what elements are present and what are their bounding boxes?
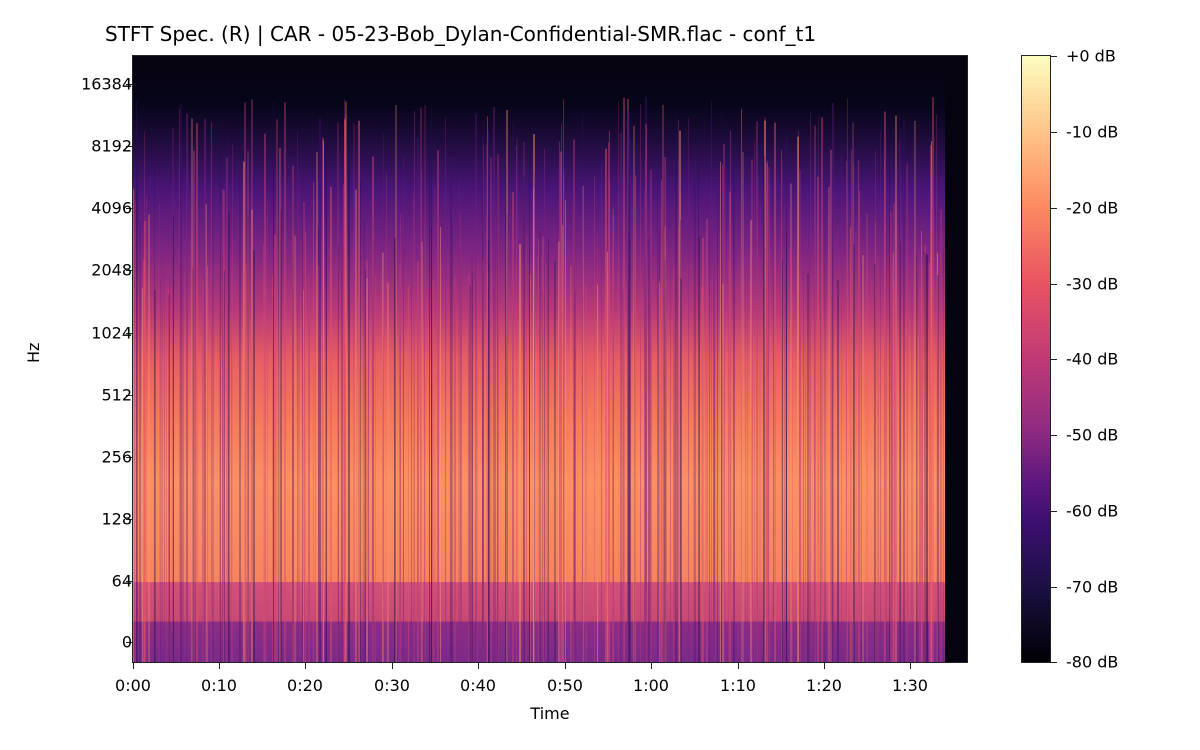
colorbar-tick-label: +0 dB [1066, 46, 1116, 66]
y-tick-label: 64 [111, 571, 132, 591]
x-tick-mark [478, 663, 479, 669]
y-tick-mark [126, 146, 132, 147]
y-tick-mark [126, 642, 132, 643]
x-tick-label: 0:20 [287, 676, 323, 695]
x-tick-label: 1:00 [633, 676, 669, 695]
x-tick-label: 0:30 [374, 676, 410, 695]
spectrogram-image [133, 56, 967, 662]
colorbar-tick-label: -10 dB [1066, 122, 1119, 142]
y-tick-mark [126, 270, 132, 271]
colorbar-tick-label: -60 dB [1066, 501, 1119, 521]
x-tick-mark [305, 663, 306, 669]
y-tick-label: 2048 [91, 260, 132, 280]
colorbar-tick-label: -20 dB [1066, 198, 1119, 218]
colorbar-tick-mark [1051, 435, 1057, 436]
x-tick-mark [651, 663, 652, 669]
y-tick-mark [126, 208, 132, 209]
colorbar-tick-mark [1051, 587, 1057, 588]
x-axis-label: Time [530, 704, 570, 723]
spectrogram-plot [132, 55, 968, 663]
colorbar-tick-mark [1051, 359, 1057, 360]
x-tick-label: 1:20 [806, 676, 842, 695]
x-tick-label: 1:10 [720, 676, 756, 695]
x-tick-label: 0:00 [115, 676, 151, 695]
y-axis-label: Hz [24, 342, 43, 363]
x-tick-mark [565, 663, 566, 669]
x-tick-mark [392, 663, 393, 669]
y-tick-label: 1024 [91, 323, 132, 343]
y-tick-mark [126, 581, 132, 582]
colorbar-tick-label: -30 dB [1066, 274, 1119, 294]
colorbar [1021, 55, 1051, 663]
colorbar-tick-label: -40 dB [1066, 349, 1119, 369]
y-tick-label: 0 [121, 632, 132, 652]
y-tick-label: 512 [101, 385, 132, 405]
colorbar-tick-mark [1051, 662, 1057, 663]
x-tick-mark [219, 663, 220, 669]
y-tick-mark [126, 333, 132, 334]
colorbar-tick-label: -50 dB [1066, 425, 1119, 445]
x-tick-label: 0:10 [201, 676, 237, 695]
x-tick-mark [910, 663, 911, 669]
y-tick-mark [126, 395, 132, 396]
x-tick-label: 0:50 [547, 676, 583, 695]
colorbar-tick-mark [1051, 56, 1057, 57]
x-tick-mark [738, 663, 739, 669]
chart-title-text: STFT Spec. (R) | CAR - 05-23-Bob_Dylan-C… [105, 22, 817, 46]
colorbar-tick-label: -80 dB [1066, 652, 1119, 672]
colorbar-tick-label: -70 dB [1066, 577, 1119, 597]
y-tick-label: 256 [101, 447, 132, 467]
y-tick-label: 8192 [91, 136, 132, 156]
y-tick-mark [126, 84, 132, 85]
y-tick-label: 128 [101, 509, 132, 529]
y-tick-mark [126, 457, 132, 458]
y-tick-mark [126, 519, 132, 520]
colorbar-tick-mark [1051, 132, 1057, 133]
y-tick-label: 4096 [91, 198, 132, 218]
colorbar-tick-mark [1051, 511, 1057, 512]
x-tick-mark [133, 663, 134, 669]
x-tick-label: 0:40 [460, 676, 496, 695]
colorbar-tick-mark [1051, 284, 1057, 285]
x-tick-mark [824, 663, 825, 669]
y-tick-label: 16384 [81, 74, 132, 94]
x-tick-label: 1:30 [892, 676, 928, 695]
colorbar-tick-mark [1051, 208, 1057, 209]
